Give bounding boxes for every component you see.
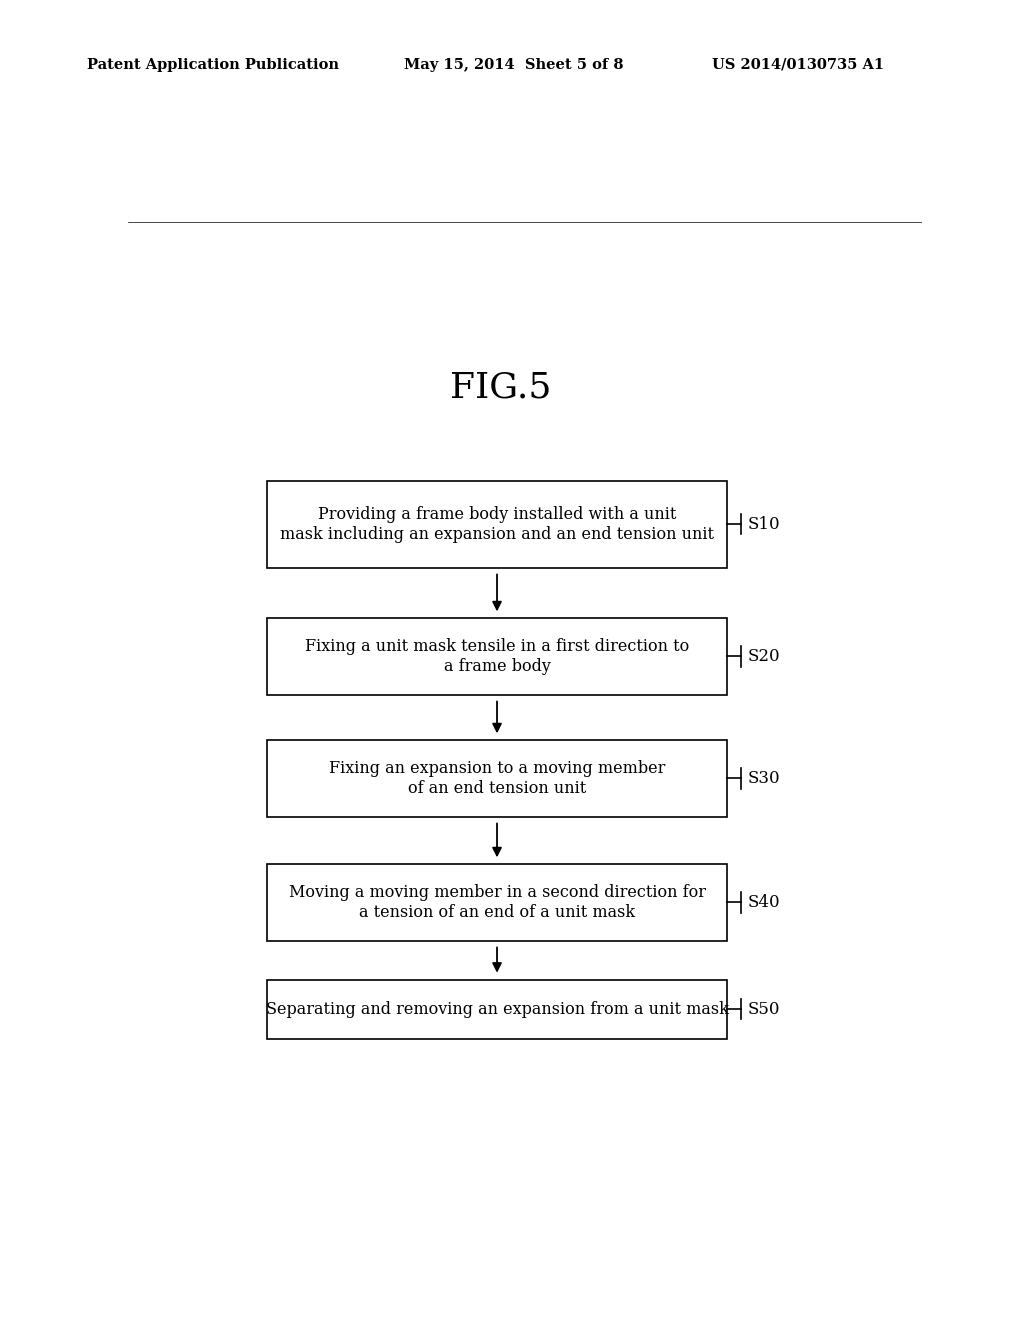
Text: Providing a frame body installed with a unit
mask including an expansion and an : Providing a frame body installed with a … (280, 506, 714, 543)
Text: Fixing a unit mask tensile in a first direction to
a frame body: Fixing a unit mask tensile in a first di… (305, 638, 689, 675)
Bar (267, 865, 727, 941)
Text: S20: S20 (748, 648, 780, 665)
Text: Fixing an expansion to a moving member
of an end tension unit: Fixing an expansion to a moving member o… (329, 760, 666, 797)
Bar (267, 741, 727, 817)
Text: S30: S30 (748, 770, 780, 787)
Text: Separating and removing an expansion from a unit mask: Separating and removing an expansion fro… (265, 1001, 728, 1018)
Text: FIG.5: FIG.5 (451, 370, 552, 404)
Text: Moving a moving member in a second direction for
a tension of an end of a unit m: Moving a moving member in a second direc… (289, 884, 706, 921)
Text: Patent Application Publication: Patent Application Publication (87, 58, 339, 71)
Bar (267, 480, 727, 568)
Text: S10: S10 (748, 516, 780, 533)
Bar (267, 618, 727, 694)
Bar (267, 979, 727, 1039)
Text: US 2014/0130735 A1: US 2014/0130735 A1 (712, 58, 884, 71)
Text: S50: S50 (748, 1001, 780, 1018)
Text: May 15, 2014  Sheet 5 of 8: May 15, 2014 Sheet 5 of 8 (404, 58, 624, 71)
Text: S40: S40 (748, 894, 780, 911)
